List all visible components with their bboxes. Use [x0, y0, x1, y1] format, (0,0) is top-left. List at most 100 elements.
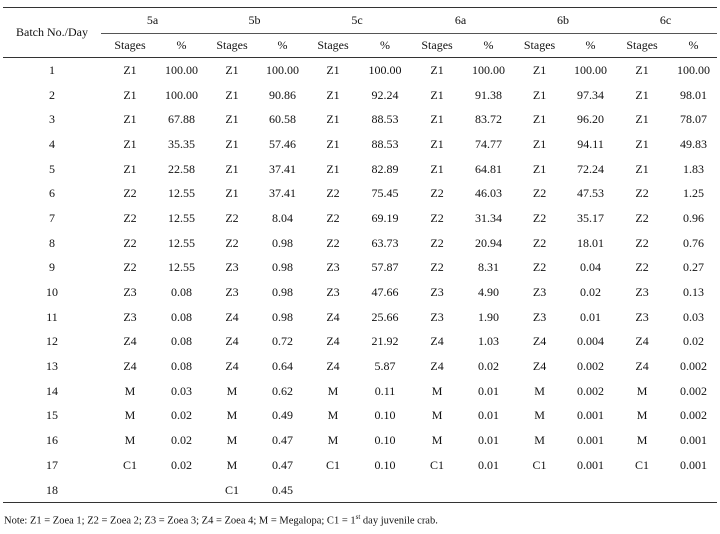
percent-cell: 0.02: [171, 433, 192, 448]
table-row: 15 M 0.02 M 0.49 M 0.10 M 0.01 M 0.001 M 0.002: [3, 404, 717, 429]
percent-cell: 0.64: [272, 359, 294, 374]
stage-cell: M: [124, 408, 136, 423]
stage-cell: Z1: [123, 136, 137, 151]
day-cell: 9: [49, 260, 55, 275]
day-cell: 14: [46, 383, 58, 398]
stage-cell: Z1: [326, 112, 340, 127]
stage-cell: Z3: [635, 309, 649, 324]
percent-cell: 82.89: [371, 161, 399, 176]
stage-cell: Z1: [225, 161, 239, 176]
stage-cell: Z2: [635, 186, 649, 201]
stage-cell: Z4: [532, 334, 547, 349]
table-row: 17 C1 0.02 M 0.47 C1 0.10 C1 0.01 C1 0.001 C1 0.001: [3, 453, 717, 478]
stage-cell: Z1: [326, 62, 340, 77]
stage-cell: Z2: [326, 235, 340, 250]
stage-cell: Z3: [430, 285, 444, 300]
percent-cell: 4.90: [478, 285, 500, 300]
percent-cell: 0.47: [272, 433, 294, 448]
percent-cell: 0.03: [171, 383, 192, 398]
stage-cell: Z4: [225, 359, 239, 374]
subheader-stages: Stages: [523, 38, 556, 52]
stage-cell: Z1: [123, 161, 137, 176]
table-row: 11 Z3 0.08 Z4 0.98 Z4 25.66 Z3 1.90 Z3 0.01 Z3 0.03: [3, 305, 717, 330]
stage-cell: [614, 478, 670, 503]
stage-cell: Z2: [430, 235, 444, 250]
day-cell: 15: [46, 408, 58, 423]
percent-cell: 88.53: [371, 136, 399, 151]
stage-cell: M: [636, 383, 648, 398]
stage-cell: Z1: [225, 87, 239, 102]
table-row: 1 Z1 100.00 Z1 100.00 Z1 100.00 Z1 100.00 Z1 100.0…: [3, 58, 717, 83]
percent-cell: 100.00: [368, 62, 402, 77]
table-row: 8 Z2 12.55 Z2 0.98 Z2 63.73 Z2 20.94 Z2 18.01 Z2 0.7…: [3, 231, 717, 256]
percent-cell: 0.001: [680, 457, 708, 472]
stage-cell: C1: [326, 457, 341, 472]
percent-cell: 25.66: [371, 309, 399, 324]
subheader-percent: %: [688, 38, 699, 52]
stage-cell: Z2: [326, 210, 340, 225]
stage-cell: M: [534, 433, 545, 448]
percent-cell: 0.001: [577, 457, 605, 472]
subheader-stages: Stages: [114, 38, 146, 52]
percent-cell: 18.01: [577, 235, 605, 250]
day-cell: 13: [46, 359, 58, 374]
group-header: 5c: [305, 7, 410, 34]
percent-cell: 0.13: [683, 285, 705, 300]
percent-cell: 49.83: [680, 136, 708, 151]
table-row: 4 Z1 35.35 Z1 57.46 Z1 88.53 Z1 74.77 Z1 94.11 Z1 49…: [3, 132, 717, 157]
percent-cell: 12.55: [168, 210, 195, 225]
percent-cell: [361, 478, 409, 503]
group-header: 5b: [204, 7, 306, 34]
stage-cell: Z4: [123, 334, 137, 349]
percent-cell: 0.98: [272, 285, 294, 300]
stage-cell: Z2: [532, 210, 547, 225]
stage-cell: M: [226, 457, 238, 472]
table-row: 9 Z2 12.55 Z3 0.98 Z3 57.87 Z2 8.31 Z2 0.04 Z2 0.27: [3, 256, 717, 281]
stage-cell: M: [327, 433, 339, 448]
stage-cell: Z1: [123, 112, 137, 127]
percent-cell: 47.66: [371, 285, 399, 300]
stage-cell: Z2: [123, 235, 137, 250]
percent-cell: [159, 478, 204, 503]
stage-cell: [409, 478, 465, 503]
note-superscript: st: [355, 513, 361, 521]
percent-cell: 0.002: [680, 383, 708, 398]
stage-cell: Z1: [532, 136, 547, 151]
percent-cell: 83.72: [475, 112, 503, 127]
percent-cell: 5.87: [374, 359, 396, 374]
subheader-percent: %: [585, 38, 596, 52]
percent-cell: 20.94: [475, 235, 503, 250]
stage-cell: [305, 478, 361, 503]
percent-cell: 0.001: [577, 433, 605, 448]
percent-cell: 35.17: [577, 210, 605, 225]
table-row: 2 Z1 100.00 Z1 90.86 Z1 92.24 Z1 91.38 Z1 97.34 Z1 9…: [3, 83, 717, 108]
stage-cell: M: [534, 408, 545, 423]
percent-cell: 0.62: [272, 383, 294, 398]
percent-cell: 57.87: [371, 260, 399, 275]
percent-cell: 0.08: [171, 359, 192, 374]
stage-cell: Z1: [225, 62, 239, 77]
stage-cell: Z2: [635, 210, 649, 225]
percent-cell: 0.01: [478, 457, 500, 472]
stage-cell: M: [226, 433, 238, 448]
stage-cell: M: [636, 433, 648, 448]
percent-cell: 1.90: [478, 309, 500, 324]
percent-cell: 100.00: [165, 62, 198, 77]
percent-cell: 67.88: [168, 112, 195, 127]
percent-cell: 0.002: [577, 383, 605, 398]
stage-cell: M: [124, 383, 136, 398]
day-cell: 11: [46, 309, 58, 324]
percent-cell: 60.58: [269, 112, 297, 127]
stage-cell: M: [431, 383, 443, 398]
stage-cell: Z2: [532, 260, 547, 275]
day-cell: 17: [46, 457, 58, 472]
percent-cell: 0.02: [171, 408, 192, 423]
stage-cell: Z4: [326, 359, 340, 374]
stage-cell: Z2: [123, 260, 137, 275]
percent-cell: 0.08: [171, 285, 192, 300]
stage-cell: Z1: [123, 62, 137, 77]
percent-cell: 0.002: [680, 359, 708, 374]
note-suffix: day juvenile crab.: [360, 515, 438, 527]
percent-cell: 0.004: [577, 334, 605, 349]
